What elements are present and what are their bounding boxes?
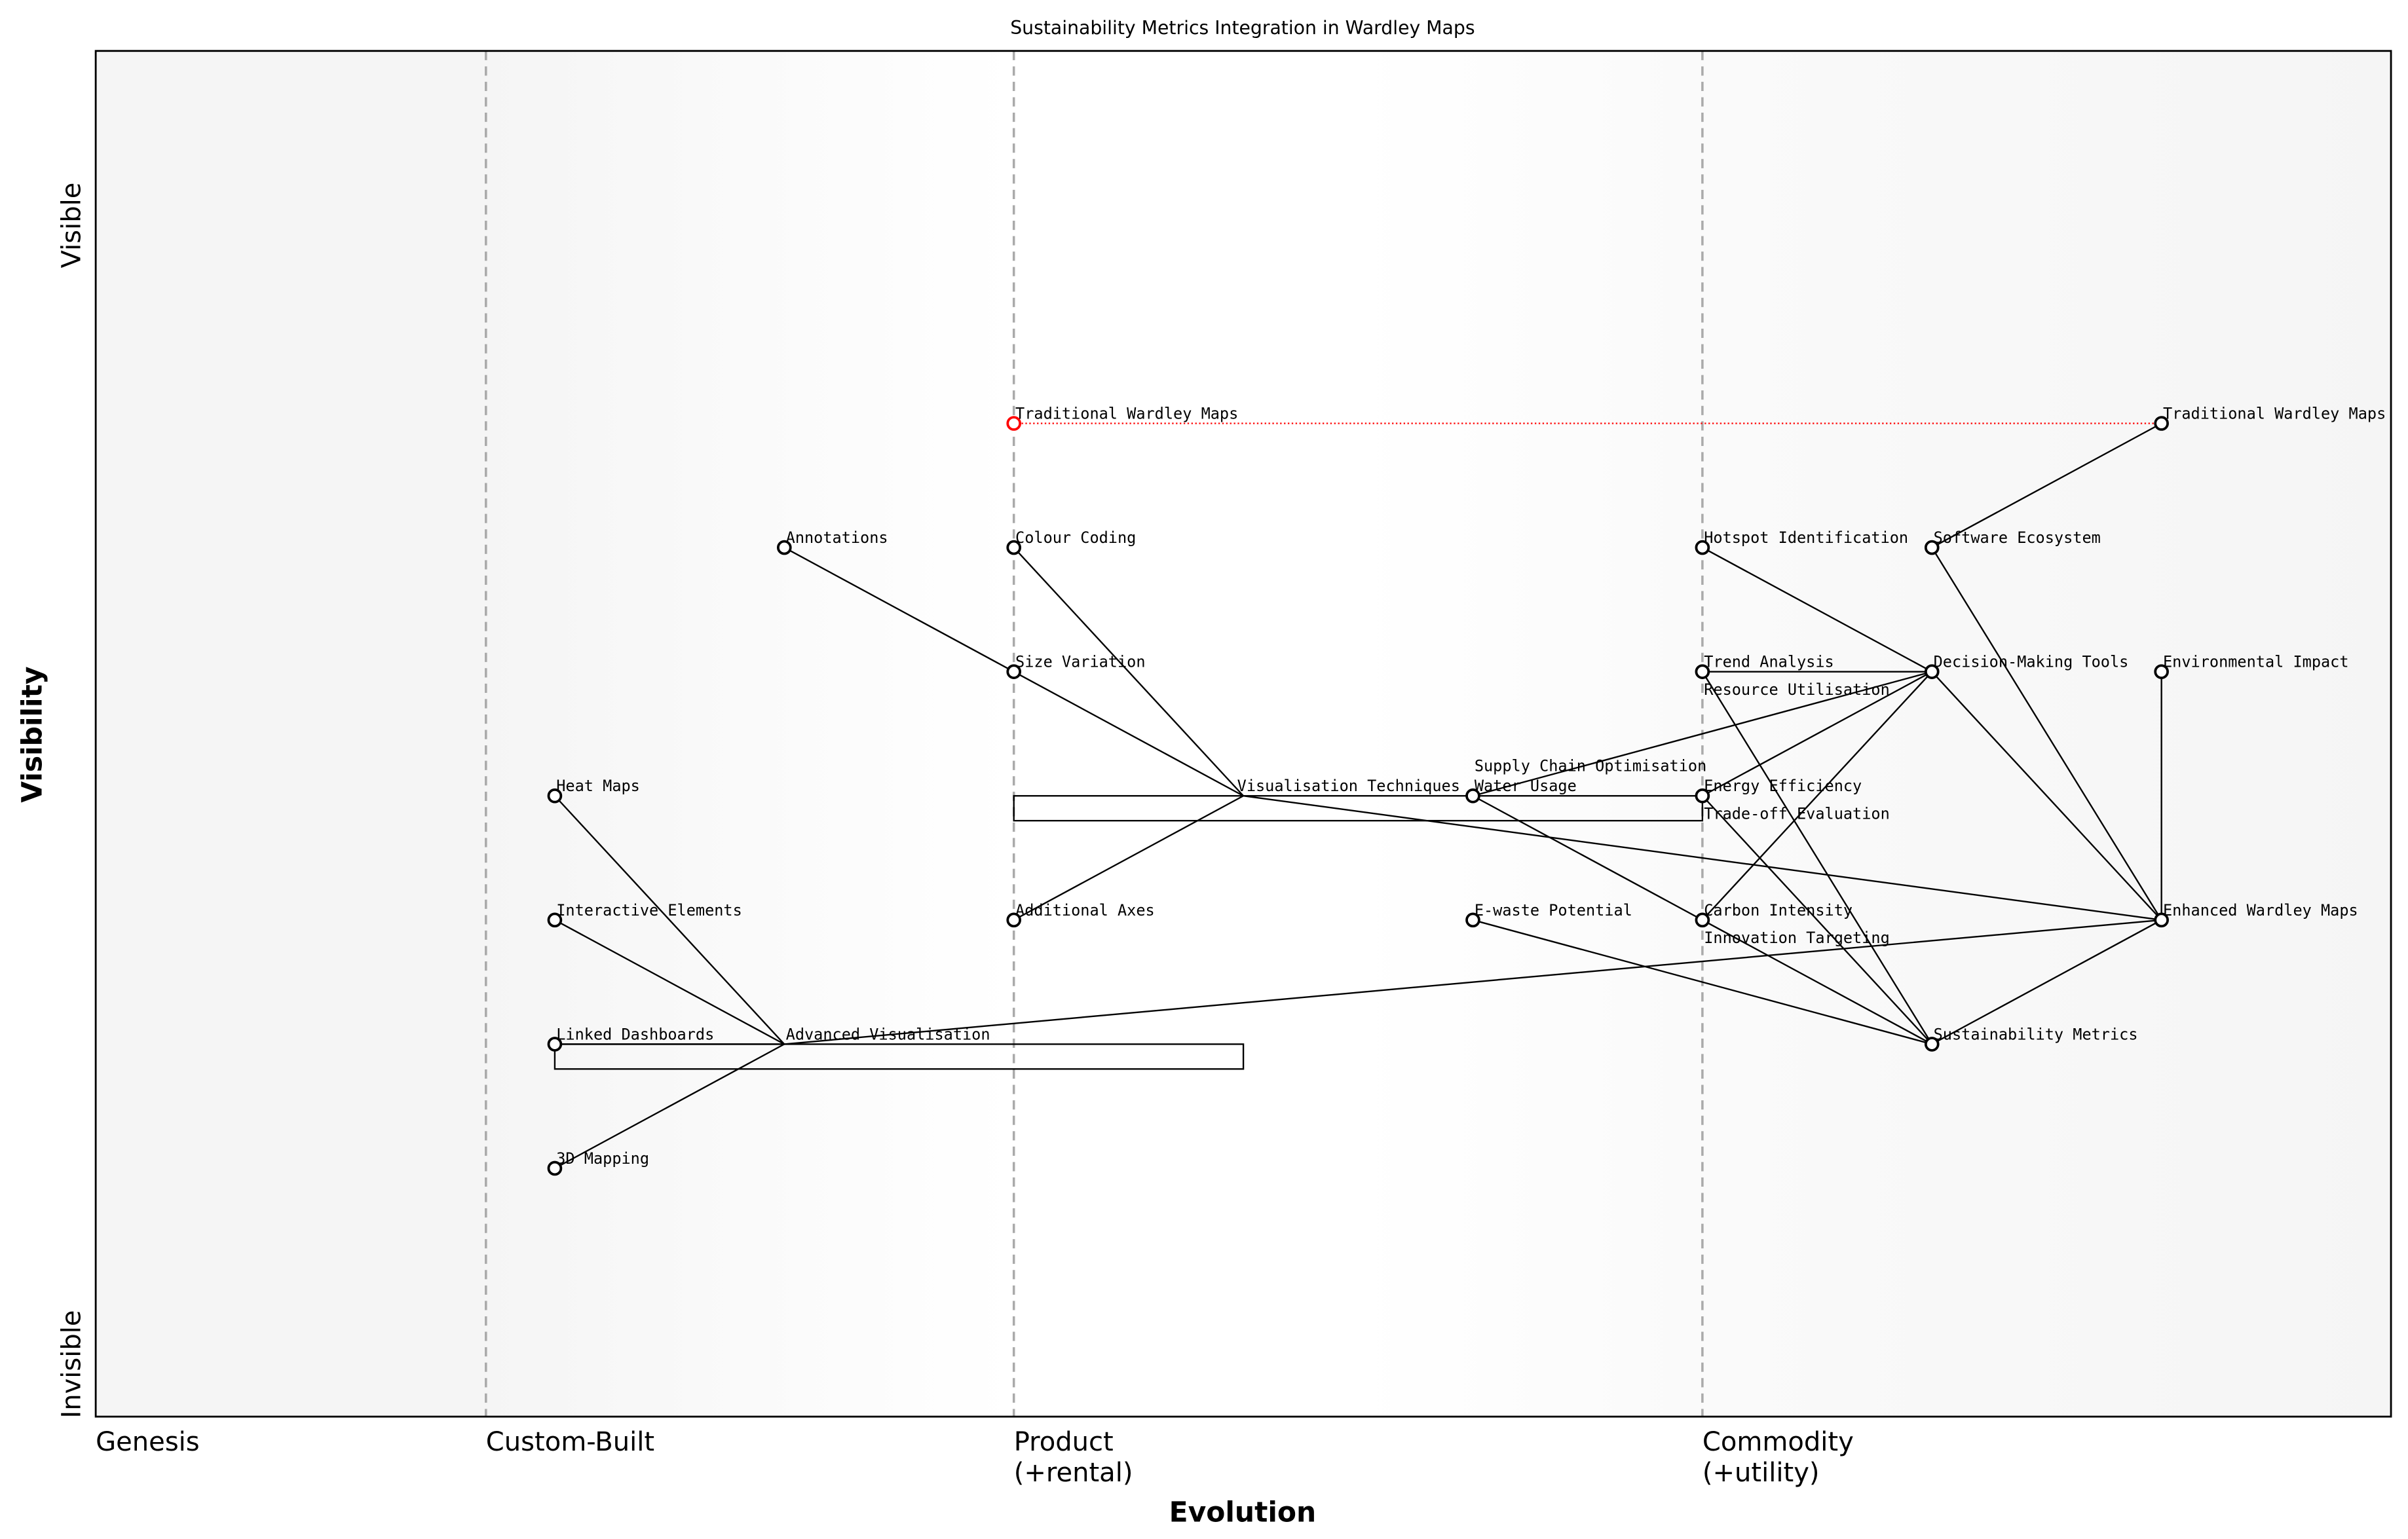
component-label: Water Usage: [1475, 777, 1577, 795]
component-node: [1695, 540, 1710, 555]
component-node: [1006, 912, 1022, 928]
component-label: E-waste Potential: [1475, 901, 1632, 919]
dependency-link: [1473, 671, 1932, 797]
component-node: [2154, 912, 2169, 928]
component-label: Hotspot Identification: [1704, 528, 1908, 547]
pipeline-box: [1013, 795, 1704, 822]
component-label: Visualisation Techniques: [1237, 777, 1460, 795]
dependency-link: [1931, 547, 2162, 921]
dependency-link: [783, 547, 1015, 673]
component-node: [1924, 664, 1940, 679]
dependency-link: [1931, 422, 2162, 549]
dependency-link: [554, 919, 785, 1045]
component-label: Enhanced Wardley Maps: [2163, 901, 2358, 919]
stage-label: Genesis: [96, 1427, 200, 1457]
dependency-link: [784, 919, 2162, 1045]
component-node: [547, 912, 563, 928]
component-label: Linked Dashboards: [556, 1025, 714, 1043]
dependency-link: [554, 795, 785, 1045]
component-node: [1006, 664, 1022, 679]
component-label: Size Variation: [1015, 653, 1145, 671]
dependency-link: [1243, 795, 2162, 921]
dependency-link: [1702, 919, 1932, 1045]
component-label: Traditional Wardley Maps: [2163, 404, 2386, 422]
stage-label: Product (+rental): [1014, 1427, 1133, 1488]
component-node: [776, 540, 792, 555]
stage-label: Commodity (+utility): [1703, 1427, 1854, 1488]
component-node: [1465, 788, 1480, 804]
visible-label: Visible: [57, 183, 87, 269]
stage-label: Custom-Built: [486, 1427, 654, 1457]
component-node: [1695, 664, 1710, 679]
dependency-link: [1013, 547, 1244, 797]
component-node: [547, 1160, 563, 1176]
dependency-link: [1702, 671, 1932, 797]
component-label: 3D Mapping: [556, 1149, 649, 1168]
component-label: Supply Chain Optimisation: [1475, 757, 1706, 775]
component-node: [1924, 1037, 1940, 1052]
component-node: [1695, 912, 1710, 928]
chart-title: Sustainability Metrics Integration in Wa…: [1010, 17, 1475, 39]
component-label: Energy Efficiency: [1704, 777, 1862, 795]
pipeline-box: [554, 1043, 1245, 1070]
component-label: Carbon Intensity: [1704, 901, 1853, 919]
dependency-link: [1702, 547, 1932, 673]
dependency-link: [554, 1043, 785, 1170]
component-label: Trend Analysis: [1704, 653, 1834, 671]
plot-background: [96, 50, 2392, 1417]
component-node: [1695, 788, 1710, 804]
component-label: Environmental Impact: [2163, 653, 2349, 671]
component-label: Resource Utilisation: [1704, 680, 1890, 699]
component-label: Interactive Elements: [556, 901, 742, 919]
dependency-link: [1702, 795, 1933, 1045]
component-label: Traditional Wardley Maps: [1015, 404, 1238, 422]
component-node: [1924, 540, 1940, 555]
dependency-link: [1931, 919, 2162, 1045]
component-label: Colour Coding: [1015, 528, 1136, 547]
component-node: [1465, 912, 1480, 928]
component-node: [1006, 540, 1022, 555]
plot-frame: [94, 50, 2392, 1418]
component-label: Software Ecosystem: [1934, 528, 2101, 547]
dependency-link: [1013, 795, 1244, 921]
component-label: Heat Maps: [556, 777, 640, 795]
component-node: [547, 1037, 563, 1052]
dependency-link: [1931, 671, 2162, 921]
component-label: Additional Axes: [1015, 901, 1155, 919]
component-label: Annotations: [786, 528, 888, 547]
component-node: [2154, 664, 2169, 679]
invisible-label: Invisible: [57, 1310, 87, 1418]
dependency-link: [1701, 671, 1933, 1045]
component-label: Sustainability Metrics: [1934, 1025, 2138, 1043]
x-axis-label: Evolution: [1169, 1496, 1317, 1529]
component-label: Advanced Visualisation: [786, 1025, 990, 1043]
component-label: Trade-off Evaluation: [1704, 805, 1890, 823]
component-label: Decision-Making Tools: [1934, 653, 2129, 671]
component-node: [1006, 416, 1022, 431]
dependency-link: [1473, 919, 1932, 1045]
dependency-link: [1702, 671, 1933, 921]
dependency-link: [1013, 671, 1244, 797]
y-axis-label: Visibility: [17, 666, 49, 802]
dependency-link: [1472, 795, 1703, 921]
component-node: [547, 788, 563, 804]
component-node: [2154, 416, 2169, 431]
component-label: Innovation Targeting: [1704, 929, 1890, 947]
